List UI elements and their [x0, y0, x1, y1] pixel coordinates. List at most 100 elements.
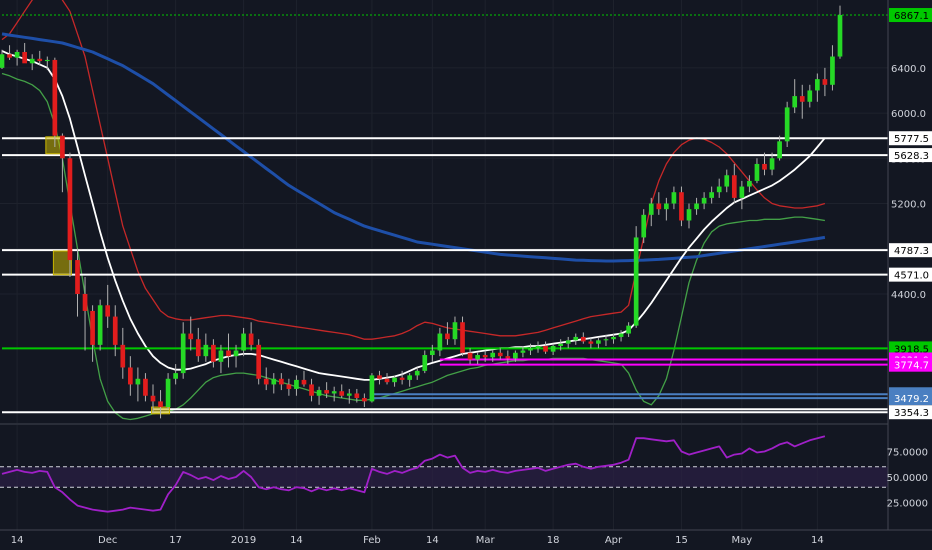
candle-down [384, 378, 390, 383]
candle-up [626, 325, 631, 334]
candle-up [648, 203, 654, 215]
candle-up [233, 350, 239, 357]
candle-up [520, 350, 526, 353]
candle-up [739, 186, 745, 198]
price-tick-label: 5200.0 [891, 200, 926, 211]
time-tick-label: 14 [290, 535, 303, 546]
candle-up [331, 391, 337, 394]
candle-up [777, 141, 782, 159]
rsi-line [1, 435, 826, 513]
rsi-tick-label: 75.0000 [887, 448, 928, 459]
candle-down [90, 310, 95, 345]
rsi-band [0, 466, 888, 488]
candle-down [37, 58, 43, 62]
candle-up [701, 197, 707, 204]
candle-down [362, 397, 367, 402]
candle-down [339, 391, 345, 396]
price-label-tag [889, 341, 932, 356]
candle-down [762, 163, 767, 170]
time-tick-label: 17 [169, 535, 182, 546]
price-label-text: 3354.3 [894, 408, 929, 419]
candle-up [558, 343, 564, 346]
candle-down [286, 384, 292, 389]
price-tick-label: 6000.0 [891, 109, 926, 120]
price-label-text: 3918.5 [894, 344, 929, 355]
candle-down [22, 52, 27, 64]
candle-up [686, 209, 692, 221]
candle-down [263, 378, 269, 385]
candle-up [165, 378, 171, 408]
candle-down [82, 293, 88, 311]
candle-down [445, 333, 450, 340]
rsi-tick-label: 25.0000 [887, 499, 928, 510]
candle-down [309, 384, 314, 396]
candle-up [422, 355, 428, 371]
candle-up [573, 336, 579, 341]
candle-up [0, 54, 5, 68]
candle-up [29, 58, 35, 64]
sma-slow-line [1, 32, 826, 263]
candle-up [414, 370, 420, 376]
candle-down [67, 158, 73, 261]
candle-up [452, 322, 458, 340]
price-tick-label: 6400.0 [891, 64, 926, 75]
candle-up [611, 336, 616, 340]
price-label-tag [889, 267, 932, 282]
candle-up [747, 180, 752, 187]
candle-down [60, 135, 65, 159]
price-label-tag [889, 131, 932, 146]
candle-down [460, 322, 465, 353]
bb-lower-line [1, 72, 826, 421]
candle-up [815, 79, 820, 91]
candle-up [490, 352, 496, 358]
candle-up [369, 375, 375, 402]
candle-down [505, 356, 511, 359]
candle-up [709, 192, 714, 198]
candle-down [278, 378, 284, 385]
candle-up [241, 333, 246, 351]
candle-up [754, 163, 760, 181]
candle-down [799, 96, 805, 102]
candle-up [769, 158, 775, 170]
candle-up [513, 352, 518, 359]
candle-up [792, 96, 798, 108]
candle-down [248, 333, 254, 345]
candle-up [565, 340, 571, 344]
candle-up [429, 350, 435, 356]
price-label-tag [889, 405, 932, 420]
candle-down [112, 316, 118, 345]
time-tick-label: 18 [547, 535, 560, 546]
horizontal-levels [2, 14, 888, 414]
candle-up [641, 214, 647, 238]
time-tick-label: Feb [363, 535, 381, 546]
candle-up [203, 344, 209, 357]
time-tick-label: 14 [11, 535, 24, 546]
candle-down [731, 175, 737, 198]
candle-up [837, 15, 843, 57]
candle-up [316, 390, 322, 396]
candle-down [7, 54, 12, 58]
candle-down [324, 390, 329, 394]
candle-up [830, 56, 835, 85]
candle-down [543, 345, 548, 352]
price-label-text: 6867.1 [894, 11, 929, 22]
time-tick-label: Mar [476, 535, 496, 546]
candle-up [535, 345, 541, 349]
candle-down [226, 350, 231, 357]
candle-down [354, 393, 360, 398]
candle-up [346, 393, 352, 396]
candle-up [633, 237, 639, 326]
candle-up [671, 192, 677, 204]
candle-up [180, 333, 186, 374]
candle-down [301, 379, 307, 385]
price-label-text: 3774.7 [894, 361, 929, 372]
candle-up [218, 350, 224, 362]
candle-down [497, 352, 503, 357]
time-tick-label: 14 [426, 535, 439, 546]
candle-down [256, 344, 262, 379]
time-tick-label: 2019 [231, 535, 256, 546]
candle-down [580, 336, 586, 342]
candle-down [188, 333, 194, 340]
candle-up [294, 379, 299, 389]
